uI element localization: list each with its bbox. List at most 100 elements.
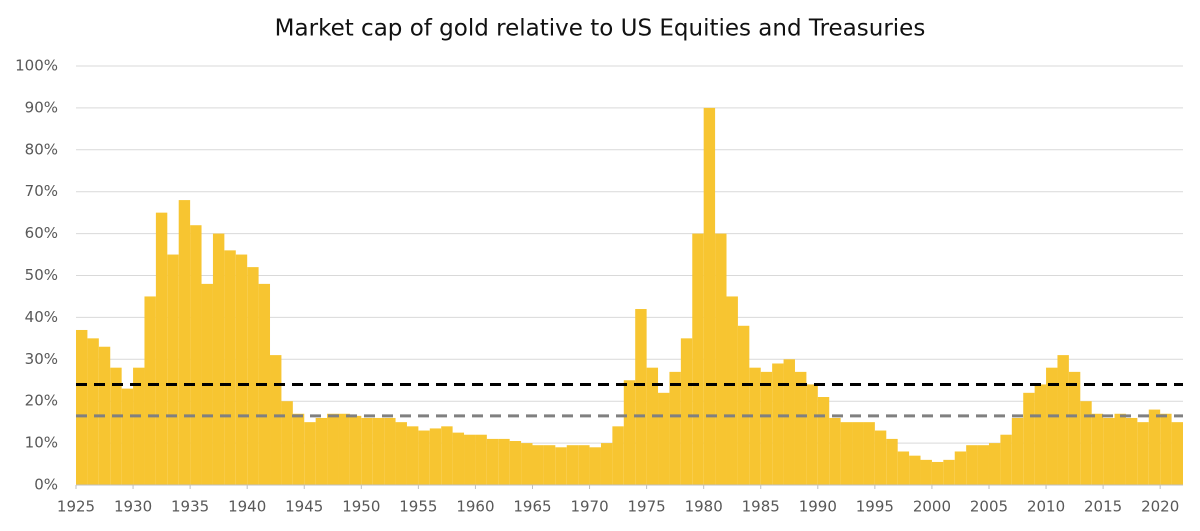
bar <box>966 445 978 485</box>
bar <box>646 367 659 485</box>
bar <box>270 355 282 485</box>
bar <box>521 443 533 485</box>
bar <box>315 417 328 485</box>
bar <box>190 225 202 485</box>
bar <box>418 430 430 485</box>
x-tick-label: 1990 <box>799 498 837 516</box>
y-tick-label: 80% <box>25 140 58 158</box>
y-tick-label: 20% <box>25 392 58 410</box>
x-tick-label: 1980 <box>685 498 723 516</box>
bar <box>178 200 191 485</box>
bar <box>532 445 544 485</box>
x-tick-label: 2000 <box>913 498 951 516</box>
bar <box>920 459 932 485</box>
bar <box>669 371 681 485</box>
x-tick-label: 1960 <box>456 498 494 516</box>
x-tick-label: 2020 <box>1141 498 1179 516</box>
bar <box>144 296 156 485</box>
bar <box>429 428 442 485</box>
bar <box>863 422 875 485</box>
bar <box>441 426 453 485</box>
bar <box>817 397 830 485</box>
bar <box>1068 371 1081 485</box>
bar <box>384 417 396 485</box>
bar <box>566 445 579 485</box>
bar <box>281 401 293 485</box>
bar <box>977 445 989 485</box>
bar <box>224 250 236 485</box>
bar <box>1057 355 1069 485</box>
x-tick-label: 2005 <box>970 498 1008 516</box>
bar <box>772 363 784 485</box>
bar <box>292 413 305 485</box>
bar <box>1034 384 1047 485</box>
bar <box>954 451 967 485</box>
y-tick-label: 90% <box>25 98 58 116</box>
bar <box>840 422 853 485</box>
bar <box>737 325 750 485</box>
bar <box>886 438 898 485</box>
y-tick-label: 40% <box>25 308 58 326</box>
x-tick-label: 1965 <box>513 498 551 516</box>
bar <box>247 267 259 485</box>
bar <box>498 438 510 485</box>
bar <box>726 296 738 485</box>
bar <box>361 417 373 485</box>
bar <box>349 415 362 485</box>
x-tick-label: 1940 <box>228 498 266 516</box>
bar <box>931 461 944 485</box>
x-tick-label: 1945 <box>285 498 323 516</box>
bar <box>1023 392 1035 485</box>
bar <box>212 233 225 485</box>
bar <box>600 443 613 485</box>
bar <box>1160 413 1172 485</box>
y-tick-label: 0% <box>34 476 58 494</box>
bar <box>1046 367 1058 485</box>
bar <box>464 434 476 485</box>
x-tick-label: 2010 <box>1027 498 1065 516</box>
x-tick-label: 1995 <box>856 498 894 516</box>
bar <box>749 367 761 485</box>
bar <box>612 426 624 485</box>
bar <box>829 417 841 485</box>
y-tick-label: 10% <box>25 434 58 452</box>
bar <box>1114 413 1126 485</box>
x-tick-label: 1955 <box>399 498 437 516</box>
bar <box>452 432 465 485</box>
bar <box>1148 409 1161 485</box>
bar <box>692 233 704 485</box>
bar <box>1171 422 1183 485</box>
bar <box>395 422 407 485</box>
bar <box>943 459 955 485</box>
x-tick-label: 1925 <box>57 498 95 516</box>
bar <box>1137 422 1149 485</box>
bar <box>87 338 99 485</box>
y-tick-label: 60% <box>25 224 58 242</box>
bar <box>121 388 134 485</box>
bar <box>1103 417 1115 485</box>
bar <box>760 371 773 485</box>
y-tick-label: 30% <box>25 350 58 368</box>
bar <box>852 422 864 485</box>
bar <box>235 254 248 485</box>
bar <box>909 455 921 485</box>
bar <box>988 443 1001 485</box>
bar <box>110 367 122 485</box>
bar <box>475 434 487 485</box>
bar <box>806 384 818 485</box>
x-tick-label: 1985 <box>742 498 780 516</box>
bar <box>304 422 316 485</box>
bar <box>658 392 670 485</box>
y-tick-label: 70% <box>25 182 58 200</box>
bar <box>338 413 350 485</box>
bar <box>715 233 727 485</box>
bar <box>578 445 590 485</box>
bar <box>1011 417 1024 485</box>
x-tick-label: 1975 <box>628 498 666 516</box>
bar <box>167 254 179 485</box>
bar <box>783 359 795 485</box>
bar <box>509 441 522 485</box>
bar <box>1091 413 1104 485</box>
bar <box>1125 417 1138 485</box>
